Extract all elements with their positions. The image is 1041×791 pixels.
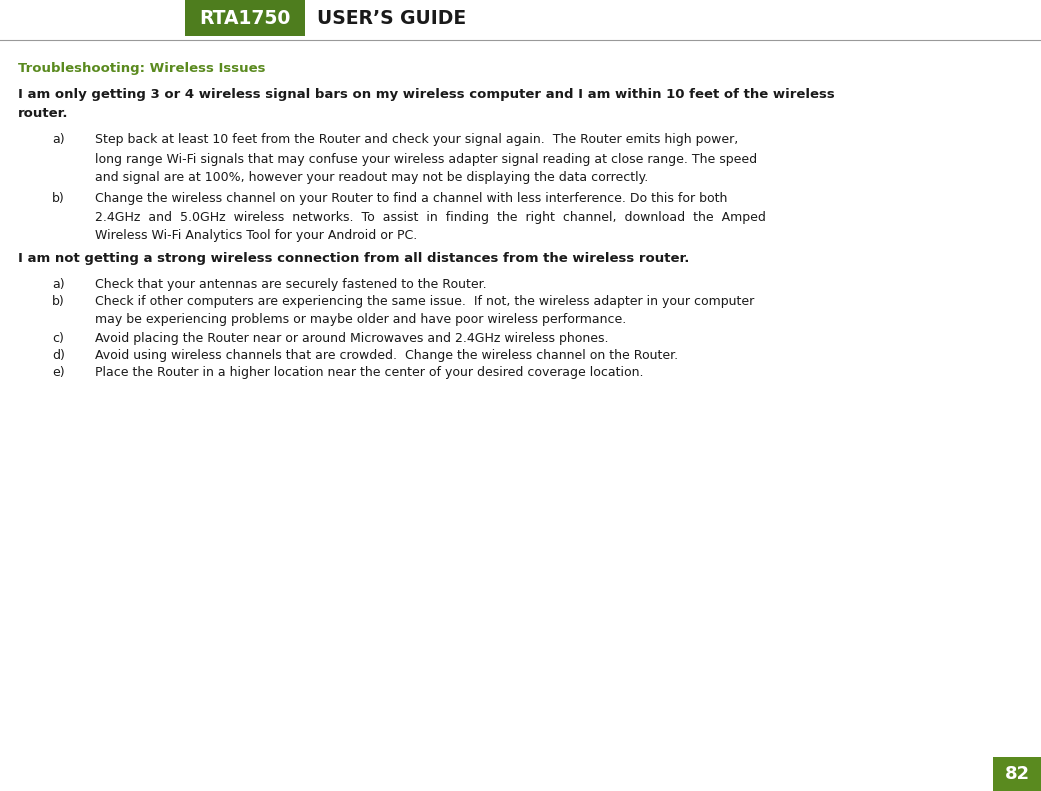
Text: b): b) — [52, 295, 65, 308]
Text: long range Wi-Fi signals that may confuse your wireless adapter signal reading a: long range Wi-Fi signals that may confus… — [95, 153, 757, 166]
Text: Troubleshooting: Wireless Issues: Troubleshooting: Wireless Issues — [18, 62, 265, 75]
Text: Check that your antennas are securely fastened to the Router.: Check that your antennas are securely fa… — [95, 278, 486, 291]
Text: I am only getting 3 or 4 wireless signal bars on my wireless computer and I am w: I am only getting 3 or 4 wireless signal… — [18, 88, 835, 101]
Text: e): e) — [52, 366, 65, 379]
Text: Avoid placing the Router near or around Microwaves and 2.4GHz wireless phones.: Avoid placing the Router near or around … — [95, 332, 609, 345]
Text: 82: 82 — [1005, 765, 1030, 783]
Text: Change the wireless channel on your Router to find a channel with less interfere: Change the wireless channel on your Rout… — [95, 192, 728, 205]
Text: b): b) — [52, 192, 65, 205]
Text: RTA1750: RTA1750 — [199, 9, 290, 28]
Text: Avoid using wireless channels that are crowded.  Change the wireless channel on : Avoid using wireless channels that are c… — [95, 349, 678, 362]
Text: router.: router. — [18, 107, 69, 120]
Text: may be experiencing problems or maybe older and have poor wireless performance.: may be experiencing problems or maybe ol… — [95, 313, 627, 326]
Text: USER’S GUIDE: USER’S GUIDE — [318, 9, 466, 28]
Text: Place the Router in a higher location near the center of your desired coverage l: Place the Router in a higher location ne… — [95, 366, 643, 379]
Text: d): d) — [52, 349, 65, 362]
Text: Step back at least 10 feet from the Router and check your signal again.  The Rou: Step back at least 10 feet from the Rout… — [95, 133, 738, 146]
Text: a): a) — [52, 133, 65, 146]
Bar — [993, 757, 1041, 791]
Text: Check if other computers are experiencing the same issue.  If not, the wireless : Check if other computers are experiencin… — [95, 295, 755, 308]
Text: and signal are at 100%, however your readout may not be displaying the data corr: and signal are at 100%, however your rea… — [95, 171, 649, 184]
Text: 2.4GHz  and  5.0GHz  wireless  networks.  To  assist  in  finding  the  right  c: 2.4GHz and 5.0GHz wireless networks. To … — [95, 211, 766, 224]
Text: Wireless Wi-Fi Analytics Tool for your Android or PC.: Wireless Wi-Fi Analytics Tool for your A… — [95, 229, 417, 242]
Text: I am not getting a strong wireless connection from all distances from the wirele: I am not getting a strong wireless conne… — [18, 252, 689, 265]
Bar — [185, 0, 305, 36]
Text: a): a) — [52, 278, 65, 291]
Text: c): c) — [52, 332, 64, 345]
